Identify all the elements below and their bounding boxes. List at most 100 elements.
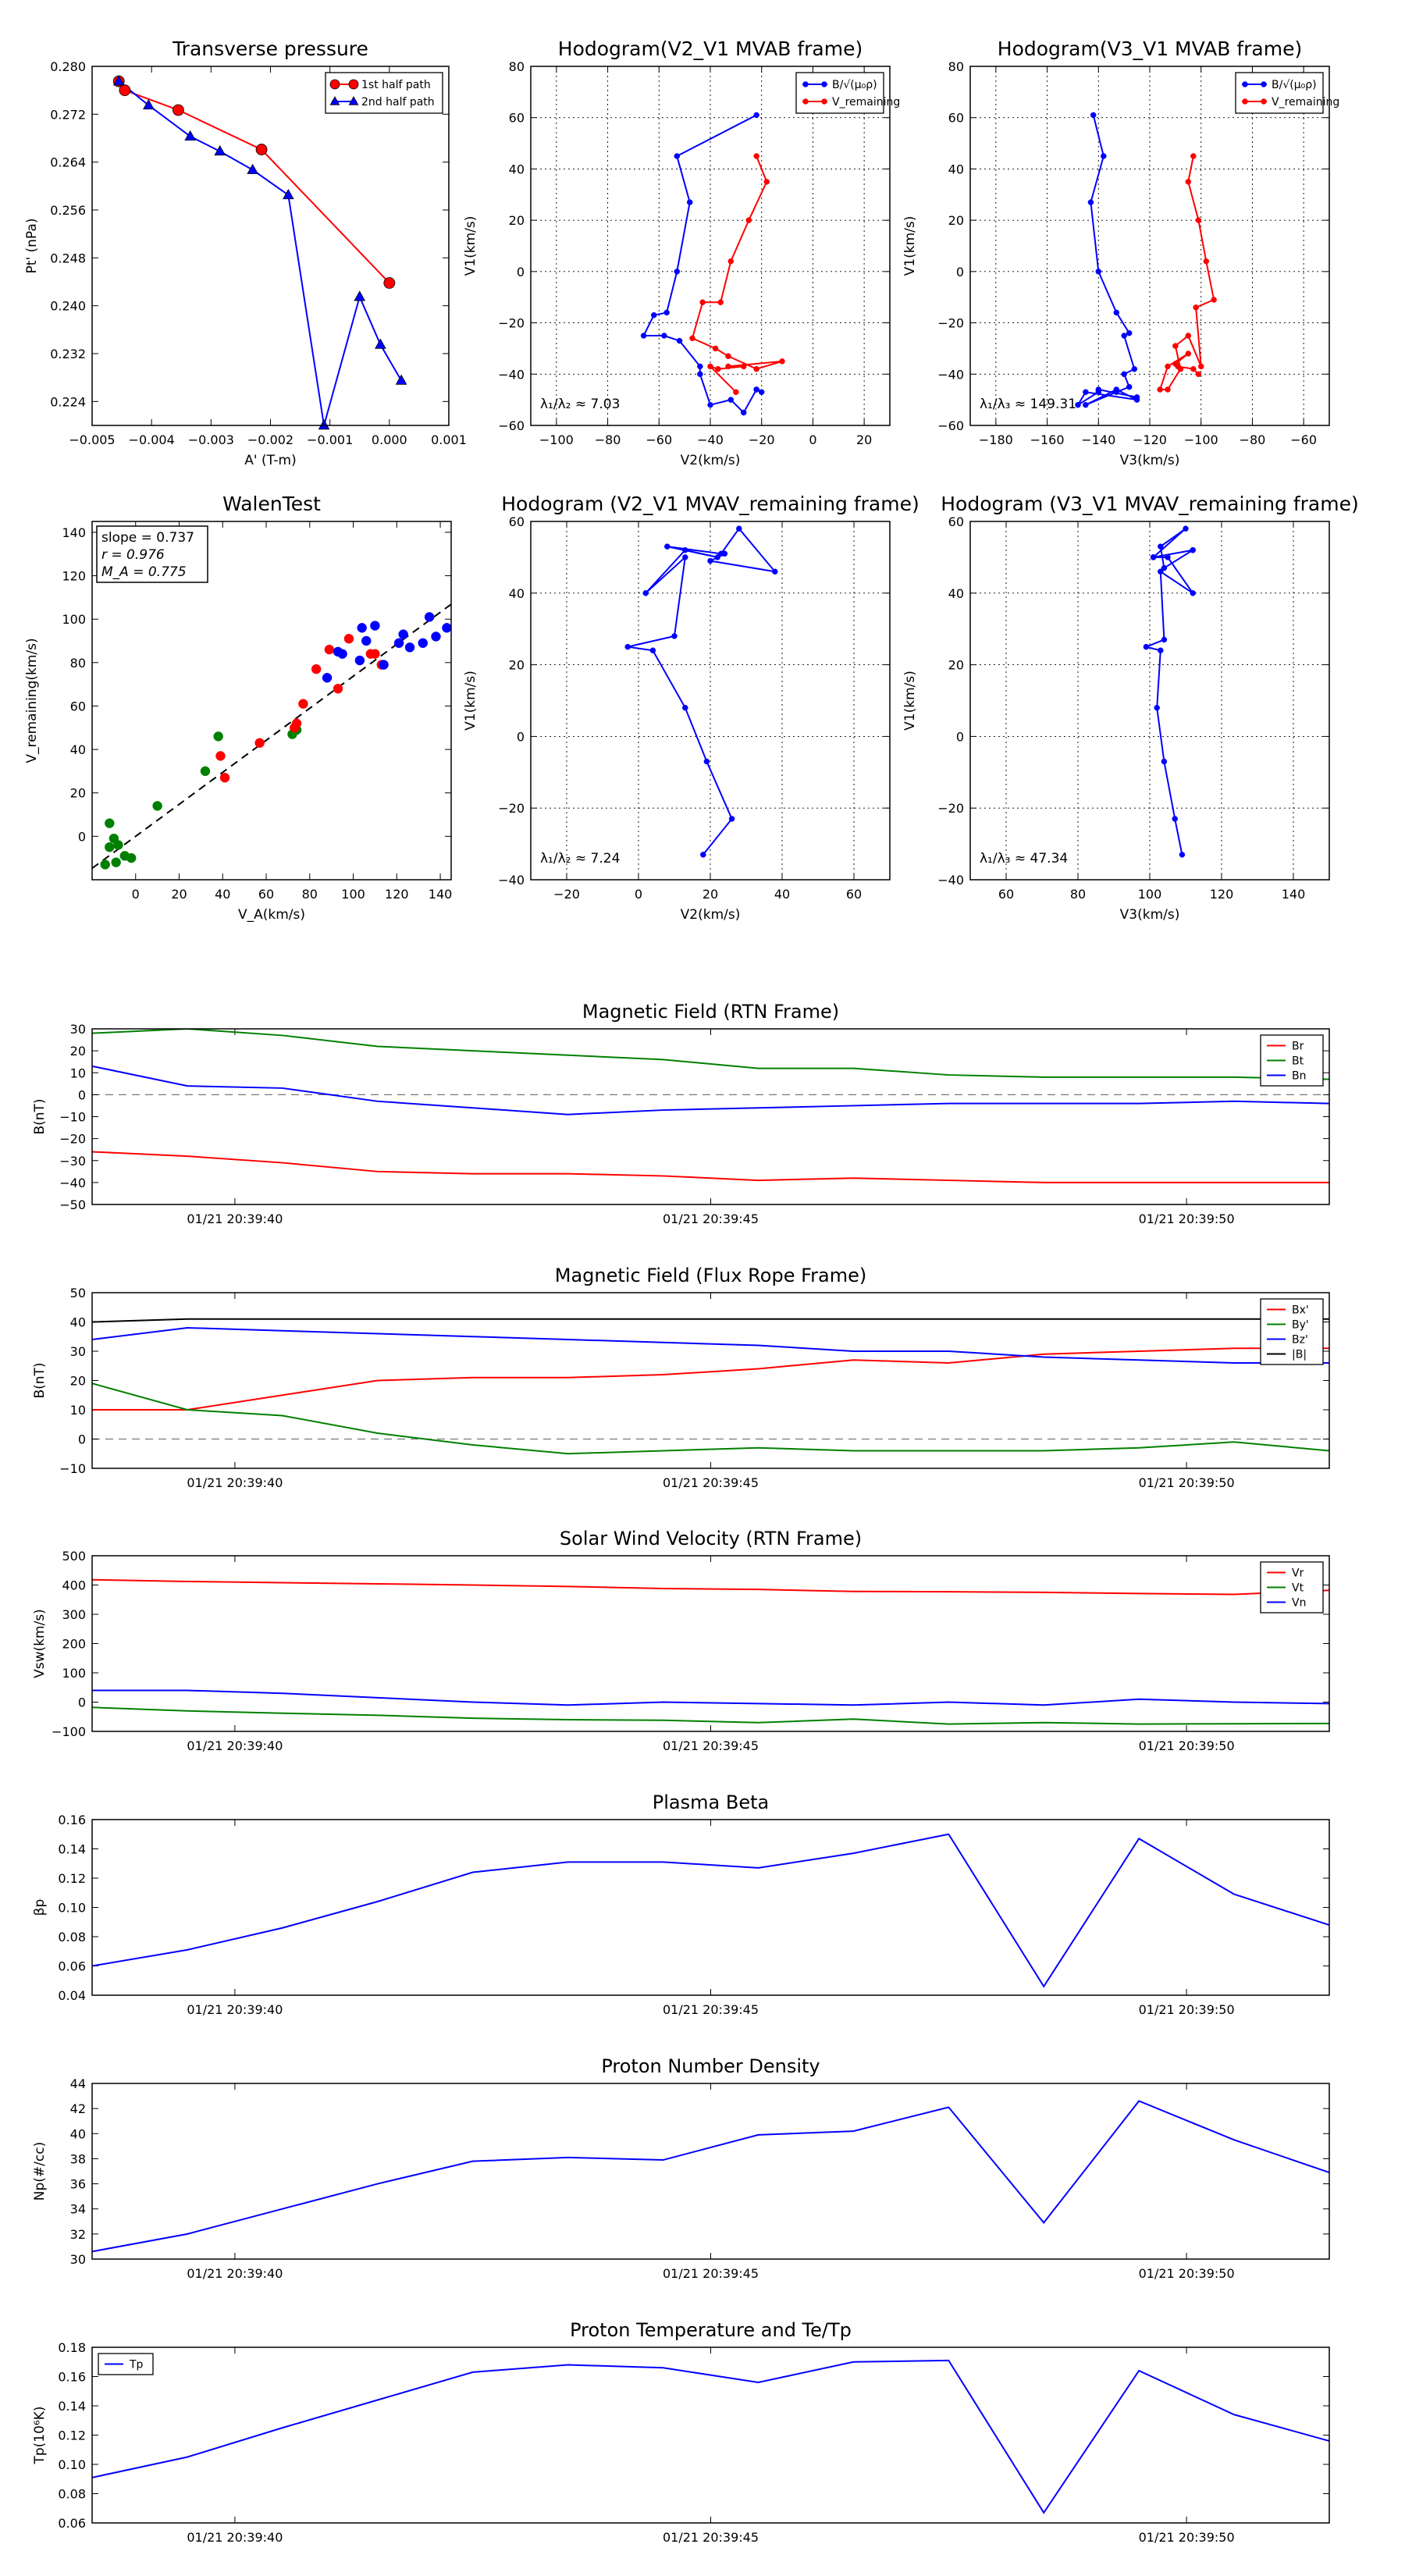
y-tick-label: 0.256 — [50, 203, 86, 218]
data-point — [697, 371, 703, 378]
x-tick-label: 0 — [132, 887, 140, 902]
data-point — [298, 699, 308, 709]
chart-ts_tp: Proton Temperature and Te/Tp 01/21 20:39:… — [32, 2319, 1330, 2545]
chart-title: Hodogram(V2_V1 MVAB frame) — [558, 37, 863, 60]
data-point — [1101, 153, 1107, 159]
chart-ts_b_rtn: Magnetic Field (RTN Frame) 01/21 20:39:40… — [32, 1001, 1330, 1226]
legend-label: Bz' — [1292, 1334, 1308, 1347]
data-point — [105, 818, 115, 828]
data-point — [682, 704, 688, 711]
data-point — [119, 84, 131, 97]
legend-label: Bn — [1292, 1070, 1306, 1083]
y-tick-label: 50 — [70, 1286, 86, 1300]
x-tick-label: −60 — [646, 432, 672, 447]
y-tick-label: 100 — [62, 612, 86, 627]
x-tick-label: 0 — [809, 432, 816, 447]
data-layer — [1075, 112, 1217, 408]
y-tick-label: 36 — [70, 2177, 86, 2192]
data-point — [370, 621, 380, 631]
legend-label: |B| — [1292, 1349, 1307, 1361]
data-point — [1075, 401, 1081, 408]
legend-label: Vn — [1292, 1597, 1306, 1610]
legend-label: 2nd half path — [361, 96, 435, 109]
data-point — [143, 99, 155, 110]
y-tick-label: 0 — [78, 1695, 86, 1710]
data-point — [200, 766, 211, 777]
data-layer — [92, 1578, 1329, 1725]
data-point — [1172, 343, 1179, 349]
x-tick-label: 01/21 20:39:45 — [663, 1475, 759, 1490]
y-axis-label: V1(km/s) — [463, 671, 478, 731]
y-tick-label: 0.08 — [58, 1930, 86, 1944]
data-point — [1113, 386, 1120, 393]
x-tick-label: 20 — [702, 887, 718, 902]
data-point — [674, 153, 681, 159]
chart-title: Magnetic Field (Flux Rope Frame) — [555, 1265, 866, 1286]
x-axis-label: A' (T-m) — [244, 453, 297, 468]
data-layer — [624, 525, 778, 858]
legend-marker — [329, 79, 340, 90]
y-tick-label: 0 — [517, 265, 525, 279]
y-tick-label: −40 — [59, 1176, 86, 1190]
x-tick-label: −180 — [979, 432, 1013, 447]
data-layer — [92, 1029, 1329, 1183]
x-tick-label: −0.002 — [247, 432, 293, 447]
data-point — [700, 852, 706, 858]
y-tick-label: 34 — [70, 2202, 86, 2217]
data-point — [442, 623, 451, 633]
legend-marker — [802, 98, 809, 105]
y-tick-label: 40 — [70, 1315, 86, 1330]
chart-h2: Hodogram(V3_V1 MVAB frame) −180 −160 −140 −1… — [902, 37, 1339, 468]
series-line-|B| — [92, 1318, 1329, 1323]
data-point — [661, 333, 667, 339]
data-point — [712, 345, 719, 352]
data-point — [1157, 386, 1163, 393]
data-point — [354, 290, 366, 301]
series-line-Bn — [92, 1065, 1329, 1115]
data-point — [779, 358, 785, 365]
y-tick-label: −60 — [937, 418, 964, 433]
x-tick-label: 01/21 20:39:40 — [187, 2002, 283, 2017]
x-axis-label: V2(km/s) — [681, 907, 741, 923]
data-point — [1190, 590, 1196, 596]
data-point — [1185, 333, 1192, 339]
y-axis-label: Np(#/cc) — [32, 2142, 48, 2201]
legend-marker — [1261, 81, 1267, 87]
y-tick-label: −20 — [498, 801, 525, 816]
x-tick-label: −140 — [1081, 432, 1115, 447]
plot-frame — [91, 1292, 1330, 1469]
plot-frame — [91, 66, 450, 426]
data-point — [728, 816, 735, 822]
data-point — [337, 649, 347, 659]
data-point — [674, 269, 681, 275]
data-point — [1175, 363, 1181, 370]
data-point — [697, 363, 703, 370]
plot-frame — [91, 2083, 1330, 2260]
plot-frame — [91, 2347, 1330, 2524]
legend-label: V_remaining — [832, 96, 900, 109]
y-tick-label: 0.240 — [50, 299, 86, 314]
data-point — [725, 353, 731, 360]
y-tick-label: 0 — [517, 729, 525, 744]
y-tick-label: 0.272 — [50, 107, 86, 122]
data-point — [707, 401, 713, 408]
y-tick-label: −40 — [498, 367, 525, 382]
data-point — [740, 409, 747, 416]
data-point — [126, 852, 137, 863]
data-point — [357, 623, 367, 633]
y-tick-label: 140 — [62, 525, 86, 540]
data-point — [184, 130, 197, 141]
data-point — [717, 299, 724, 306]
chart-title: Transverse pressure — [172, 37, 368, 60]
data-point — [311, 664, 322, 674]
data-point — [247, 163, 258, 174]
x-tick-label: 01/21 20:39:50 — [1139, 2002, 1235, 2017]
y-tick-label: 20 — [509, 658, 525, 673]
data-point — [745, 217, 752, 223]
data-point — [676, 337, 683, 344]
x-tick-label: 01/21 20:39:50 — [1139, 1475, 1235, 1490]
chart-title: Plasma Beta — [653, 1791, 769, 1813]
x-tick-label: 01/21 20:39:45 — [663, 1738, 759, 1753]
data-point — [1185, 350, 1192, 357]
data-layer — [92, 2359, 1329, 2514]
